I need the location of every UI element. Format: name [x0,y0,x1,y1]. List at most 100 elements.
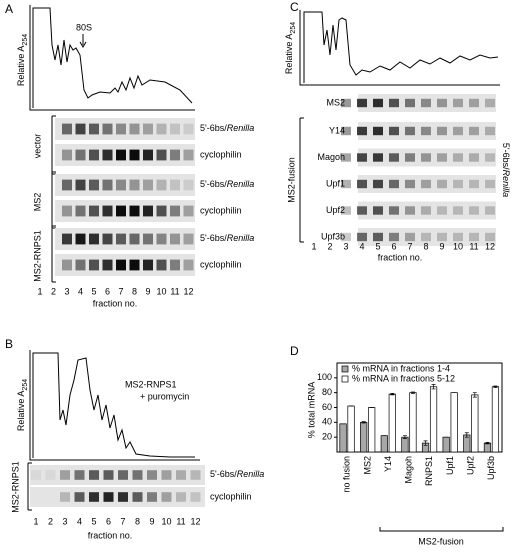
y-label-sub: 254 [290,22,297,34]
gel-band [357,179,367,189]
gel-band [389,179,399,189]
probe-label: 5'-6bs/Renilla [200,233,254,243]
probe-label: 5'-6bs/Renilla [200,179,254,189]
gel-band [453,153,463,162]
row-label: MS2 [326,97,345,107]
probe-prefix: 5'-6bs/ [501,143,511,170]
group-brackets-a [51,115,56,283]
bar [347,405,355,453]
probe-italic: Renilla [501,170,511,198]
gel-band [102,123,113,135]
gel-band [357,153,367,162]
gel-band [373,232,383,242]
gel-band [102,259,113,271]
bar [442,436,450,453]
gel-background [358,175,496,193]
gel-band [405,153,415,162]
gel-band [161,470,172,480]
gel-band [183,259,194,271]
gel-band [62,149,72,161]
peak-arrow [79,34,87,48]
gel-band [170,259,180,271]
gel-band [373,206,383,215]
gel-band [421,98,431,108]
gel-band [102,233,113,245]
gel-band [357,232,367,242]
x-tick-label: Upf3b [486,456,496,480]
gel-band [373,179,383,189]
gel-band [421,179,431,189]
gel-band [469,126,479,136]
fraction-number: 5 [91,516,96,526]
gel-band [129,123,140,135]
y-tick-label: 80 [322,387,332,397]
bar [409,392,417,453]
y-axis-label: % total mRNA [306,382,316,439]
gel-band [421,232,431,242]
gel-band [129,149,140,161]
error-bar [402,435,407,439]
fraction-number: 11 [170,286,179,296]
gel-band [89,470,99,480]
bar [360,421,368,453]
panel-label: C [290,0,299,14]
error-bar [485,442,490,445]
gel-band [116,259,126,271]
gel-band [469,179,479,189]
gel-band [405,179,415,189]
gel-band [143,205,153,217]
gel-band [405,206,415,215]
fraction-number: 12 [183,286,193,296]
gel-band [75,259,86,271]
x-tick-label: MS2 [362,456,372,475]
peak-label: 80S [76,22,92,32]
gel-band [74,470,85,480]
gel-band [469,153,479,162]
gel-band [190,492,201,502]
gel-band [143,259,153,271]
gel-band [437,126,447,136]
gel-band [116,233,126,245]
condition-label: + puromycin [140,391,189,401]
gel-band [89,205,99,217]
y-tick-label: 20 [322,432,332,442]
fraction-number: 6 [391,241,396,251]
gel-band [170,149,180,161]
bar [368,407,376,453]
gel-band [341,232,351,242]
control-label: cyclophilin [200,149,242,159]
gel-band [453,98,463,108]
gel-band [341,98,351,108]
gel-band [102,205,113,217]
gel-band [62,233,72,245]
gel-band [132,470,143,480]
gel-band [341,126,351,136]
gel-background [358,228,496,246]
control-label: cyclophilin [200,205,242,215]
y-tick-label: 60 [322,402,332,412]
probe-italic: Renilla [227,233,255,243]
gel-band [156,233,167,245]
gel-band [116,205,126,217]
gel-band [45,470,56,480]
gel-band [421,126,431,136]
gel-band [437,179,447,189]
y-label-sub: 254 [22,34,29,46]
gel-band [341,206,351,215]
gel-band [176,492,186,502]
fraction-number: 3 [62,516,67,526]
group-bracket-c [299,117,304,243]
error-bar [390,393,395,396]
bar [339,423,347,453]
row-label: Upf1 [326,178,345,188]
gel-background [358,201,496,220]
probe-label: 5'-6bs/Renilla [200,123,254,133]
bar [483,442,492,453]
x-tick-label: Magoh [404,456,414,484]
gel-band [373,153,383,162]
gel-band [116,149,126,161]
fraction-number: 2 [48,516,53,526]
gel-band [485,206,495,215]
gel-background [30,487,205,507]
gel-band [437,153,447,162]
